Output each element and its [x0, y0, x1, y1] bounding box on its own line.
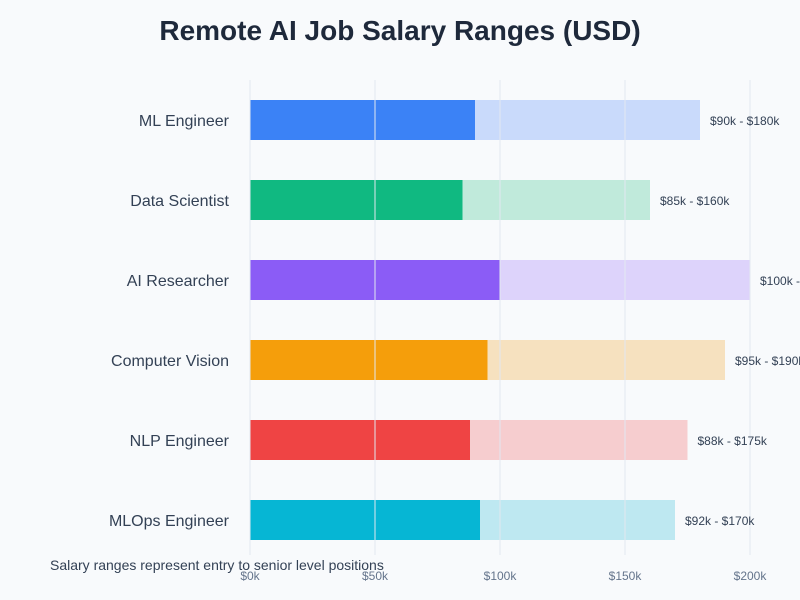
- labels-layer: ML Engineer $90k - $180k Data Scientist $85…: [109, 113, 800, 583]
- category-label-computer-vision: Computer Vision: [111, 353, 229, 370]
- range-label-computer-vision: $95k - $190k: [735, 354, 800, 368]
- range-label-mlops-engineer: $92k - $170k: [685, 514, 755, 528]
- chart-footnote: Salary ranges represent entry to senior …: [50, 557, 384, 573]
- x-tick-label-1: $50k: [362, 569, 389, 583]
- entry-bar-mlops-engineer: [250, 500, 480, 540]
- entry-bar-data-scientist: [250, 180, 463, 220]
- x-tick-label-3: $150k: [609, 569, 643, 583]
- chart-title: Remote AI Job Salary Ranges (USD): [159, 15, 640, 46]
- category-label-data-scientist: Data Scientist: [130, 193, 229, 210]
- category-label-nlp-engineer: NLP Engineer: [130, 433, 230, 450]
- range-label-nlp-engineer: $88k - $175k: [698, 434, 768, 448]
- range-label-data-scientist: $85k - $160k: [660, 194, 730, 208]
- entry-bar-computer-vision: [250, 340, 488, 380]
- x-tick-label-2: $100k: [484, 569, 518, 583]
- entry-bar-ml-engineer: [250, 100, 475, 140]
- x-tick-label-4: $200k: [734, 569, 768, 583]
- category-label-ai-researcher: AI Researcher: [127, 273, 230, 290]
- entry-bar-nlp-engineer: [250, 420, 470, 460]
- range-label-ai-researcher: $100k - $200k: [760, 274, 800, 288]
- grid-layer: [249, 80, 751, 555]
- x-tick-label-0: $0k: [240, 569, 260, 583]
- category-label-ml-engineer: ML Engineer: [139, 113, 230, 130]
- category-label-mlops-engineer: MLOps Engineer: [109, 513, 230, 530]
- range-label-ml-engineer: $90k - $180k: [710, 114, 780, 128]
